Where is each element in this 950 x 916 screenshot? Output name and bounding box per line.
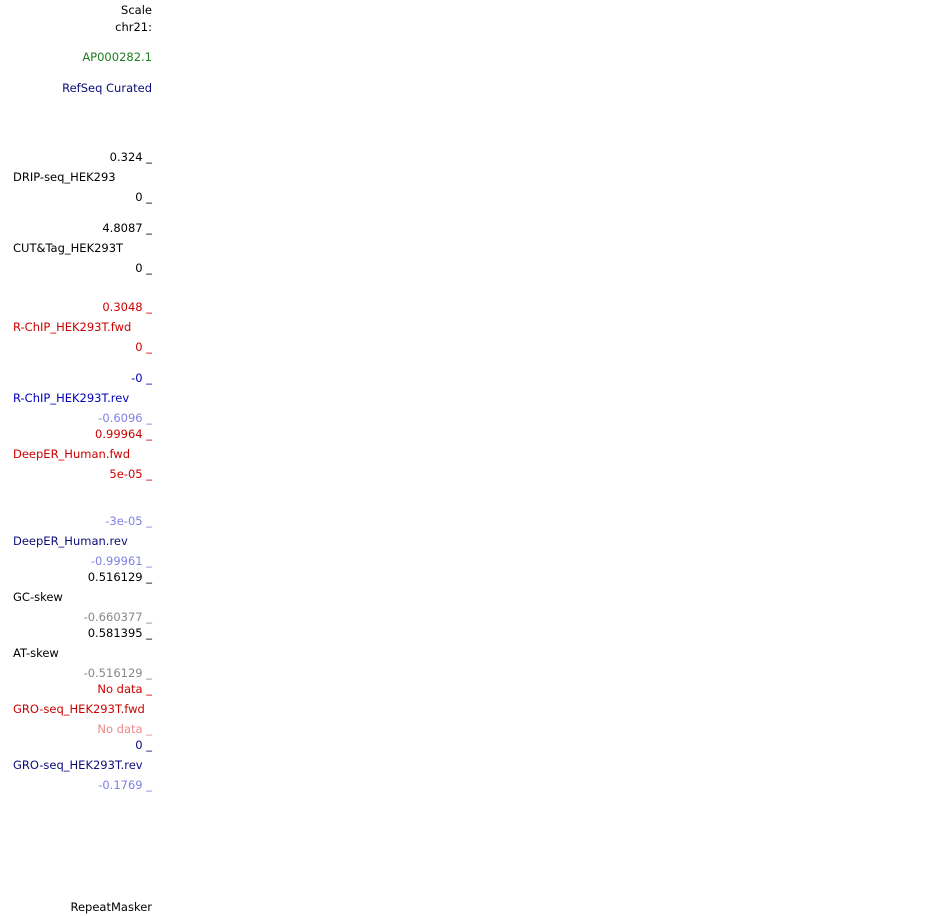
track-label[interactable]: RepeatMasker <box>70 900 153 914</box>
track-min: No data _ <box>97 722 152 736</box>
track-min: 0 _ <box>135 190 152 204</box>
track-min: 0 _ <box>135 340 152 354</box>
track-min: -0.516129 _ <box>83 666 152 680</box>
scale-label: Scale <box>121 3 152 17</box>
track-label[interactable]: R-ChIP_HEK293T.fwd <box>13 320 132 334</box>
gene-label[interactable]: AP000282.1 <box>82 50 152 64</box>
track-label[interactable]: GRO-seq_HEK293T.fwd <box>13 702 145 716</box>
track-label[interactable]: R-ChIP_HEK293T.rev <box>13 391 130 405</box>
track-max: 0 _ <box>135 738 152 752</box>
track-min: -0.1769 _ <box>98 778 152 792</box>
track-label[interactable]: GRO-seq_HEK293T.rev <box>13 758 143 772</box>
track-max: 0.516129 _ <box>87 570 152 584</box>
track-min: -0.660377 _ <box>83 610 152 624</box>
track-min: 5e-05 _ <box>109 467 152 481</box>
track-label[interactable]: DeepER_Human.fwd <box>13 447 130 461</box>
track-max: 0.581395 _ <box>87 626 152 640</box>
track-max: 0.3048 _ <box>102 300 152 314</box>
track-max: 0.99964 _ <box>95 427 152 441</box>
track-min: -0.99961 _ <box>90 554 152 568</box>
chrom-label: chr21: <box>115 20 152 34</box>
track-max: -0 _ <box>131 371 152 385</box>
track-label[interactable]: AT-skew <box>13 646 59 660</box>
track-label[interactable]: DRIP-seq_HEK293 <box>13 170 116 184</box>
track-max: 4.8087 _ <box>102 221 152 235</box>
track-min: 0 _ <box>135 261 152 275</box>
track-max: -3e-05 _ <box>105 514 152 528</box>
track-max: No data _ <box>97 682 152 696</box>
track-label[interactable]: GC-skew <box>13 590 63 604</box>
track-label[interactable]: RefSeq Curated <box>62 81 152 95</box>
track-max: 0.324 _ <box>109 150 152 164</box>
track-label[interactable]: CUT&Tag_HEK293T <box>13 241 124 255</box>
track-min: -0.6096 _ <box>98 411 152 425</box>
track-label[interactable]: DeepER_Human.rev <box>13 534 128 548</box>
